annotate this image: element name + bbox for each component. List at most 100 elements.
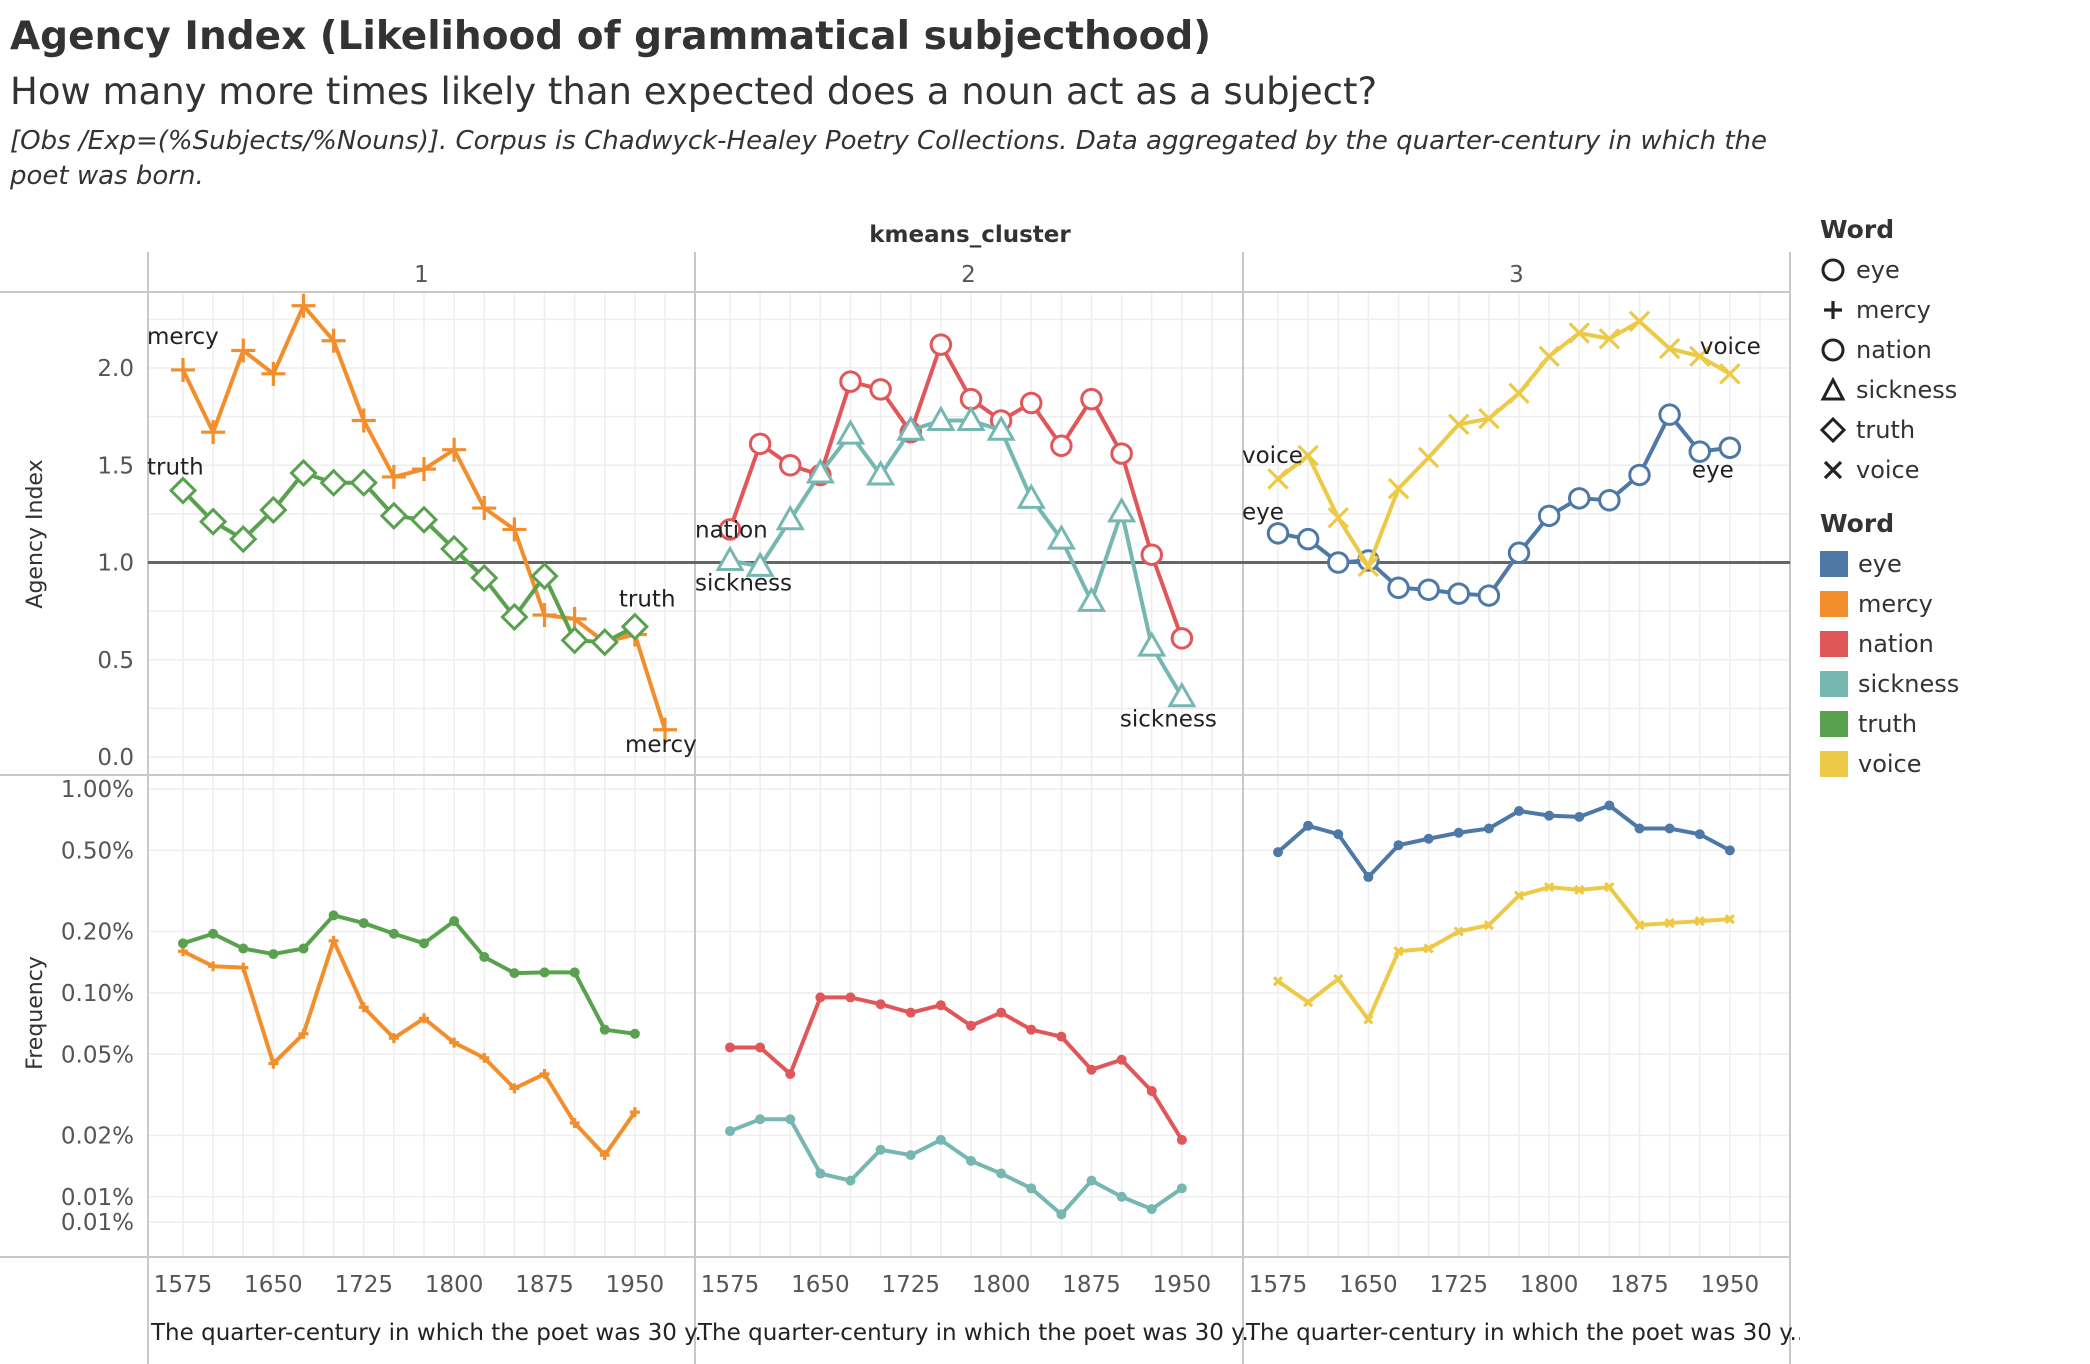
data-point <box>1363 1014 1374 1025</box>
data-point <box>208 961 219 972</box>
y-tick-label: 0.20% <box>61 920 134 946</box>
data-point <box>620 612 649 641</box>
data-point <box>381 464 406 489</box>
x-tick-label: 1575 <box>154 1272 213 1298</box>
data-point <box>319 468 348 497</box>
data-point <box>1327 551 1350 574</box>
data-point <box>1724 845 1735 856</box>
data-point <box>1026 1183 1037 1194</box>
data-point <box>1574 884 1585 896</box>
data-point <box>1718 436 1742 459</box>
data-point <box>1574 811 1585 822</box>
data-point <box>1658 403 1681 426</box>
data-point <box>1297 444 1319 467</box>
data-point <box>1448 413 1470 436</box>
x-tick-label: 1650 <box>244 1272 303 1298</box>
frequency-line-mercy <box>182 938 637 1158</box>
data-point <box>449 1037 460 1048</box>
data-point <box>238 943 249 954</box>
data-point <box>168 476 198 505</box>
series-line-truth <box>181 471 636 645</box>
legend-color-label: sickness <box>1858 670 1960 698</box>
data-point <box>291 293 316 318</box>
data-point <box>321 328 346 353</box>
y-tick-label: 0.01% <box>61 1210 134 1236</box>
data-point <box>199 507 228 536</box>
diamond-icon <box>1820 410 1856 450</box>
data-point <box>358 918 369 929</box>
data-point <box>1086 1175 1097 1186</box>
data-point <box>866 459 896 486</box>
data-point <box>653 717 677 742</box>
data-point <box>986 415 1016 441</box>
data-point <box>1423 833 1434 844</box>
data-point <box>1598 489 1621 512</box>
plus-icon <box>1820 290 1856 330</box>
data-point <box>755 1042 766 1053</box>
data-point <box>599 1150 610 1161</box>
data-point <box>1628 310 1651 333</box>
series-label-sickness: sickness <box>1120 707 1217 733</box>
series-line-voice <box>1276 319 1731 569</box>
legend: Word eye mercy nation sickness truth voice Wo… <box>1820 210 2080 784</box>
column-header: kmeans_cluster <box>869 222 1071 248</box>
data-point <box>449 916 460 927</box>
data-point <box>590 628 619 657</box>
y-tick-label: 0.0 <box>97 745 134 771</box>
data-point <box>715 545 745 572</box>
frequency-line-nation <box>730 995 1184 1141</box>
data-point <box>1483 823 1494 834</box>
x-tick-label: 1875 <box>1610 1272 1669 1298</box>
data-point <box>1598 328 1621 350</box>
y-tick-label: 0.01% <box>61 1185 134 1211</box>
legend-color-item: mercy <box>1820 584 2080 624</box>
data-point <box>1086 1064 1097 1075</box>
data-point <box>1719 363 1741 385</box>
data-point <box>509 968 520 979</box>
x-tick-label: 1575 <box>1249 1272 1308 1298</box>
chart-title: Agency Index (Likelihood of grammatical … <box>10 14 1212 59</box>
data-point <box>1116 1054 1127 1065</box>
data-point <box>261 361 286 386</box>
legend-color-swatch <box>1820 591 1848 617</box>
data-point <box>502 517 527 542</box>
data-point <box>1176 1134 1187 1145</box>
data-point <box>1333 973 1344 985</box>
frequency-line-truth <box>182 913 636 1036</box>
data-point <box>966 1155 976 1166</box>
data-point <box>815 992 826 1003</box>
data-point <box>442 437 467 462</box>
data-point <box>835 419 866 445</box>
data-point <box>1513 890 1525 901</box>
panel-label: 3 <box>1509 262 1524 288</box>
data-point <box>896 415 926 441</box>
data-point <box>1537 504 1561 528</box>
data-point <box>869 378 892 401</box>
legend-shape-label: mercy <box>1856 296 1931 324</box>
data-point <box>229 525 258 554</box>
data-point <box>1272 976 1284 987</box>
data-point <box>1664 917 1675 929</box>
data-point <box>1628 463 1651 487</box>
data-point <box>785 1114 796 1125</box>
data-point <box>1140 543 1163 566</box>
data-point <box>1080 387 1103 411</box>
legend-color-item: voice <box>1820 744 2080 784</box>
data-point <box>1604 882 1615 893</box>
legend-shape-label: voice <box>1856 456 1920 484</box>
data-point <box>745 551 775 577</box>
data-point <box>1664 823 1675 834</box>
frequency-line-sickness <box>729 1117 1184 1217</box>
data-point <box>1544 810 1555 821</box>
chart-description: [Obs /Exp=(%Subjects/%Nouns)]. Corpus is… <box>10 126 1768 191</box>
y-tick-label: 0.50% <box>61 838 134 864</box>
data-point <box>1393 840 1404 851</box>
legend-shape-item: voice <box>1820 450 2080 490</box>
x-tick-label: 1575 <box>701 1272 760 1298</box>
data-point <box>1387 477 1410 500</box>
data-point <box>479 951 490 962</box>
data-point <box>929 333 953 356</box>
legend-color-swatch <box>1820 551 1848 577</box>
x-tick-label: 1875 <box>1062 1272 1121 1298</box>
y-tick-label: 1.00% <box>61 777 134 803</box>
